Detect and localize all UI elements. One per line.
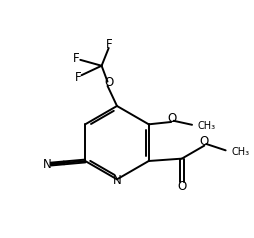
Text: CH₃: CH₃ — [232, 147, 250, 157]
Text: N: N — [43, 158, 52, 171]
Text: N: N — [113, 174, 121, 187]
Text: CH₃: CH₃ — [198, 120, 216, 130]
Text: O: O — [167, 112, 177, 125]
Text: O: O — [104, 76, 113, 89]
Text: F: F — [73, 52, 80, 65]
Text: F: F — [74, 71, 81, 84]
Text: F: F — [105, 38, 112, 51]
Text: O: O — [177, 180, 186, 193]
Text: O: O — [200, 135, 209, 148]
